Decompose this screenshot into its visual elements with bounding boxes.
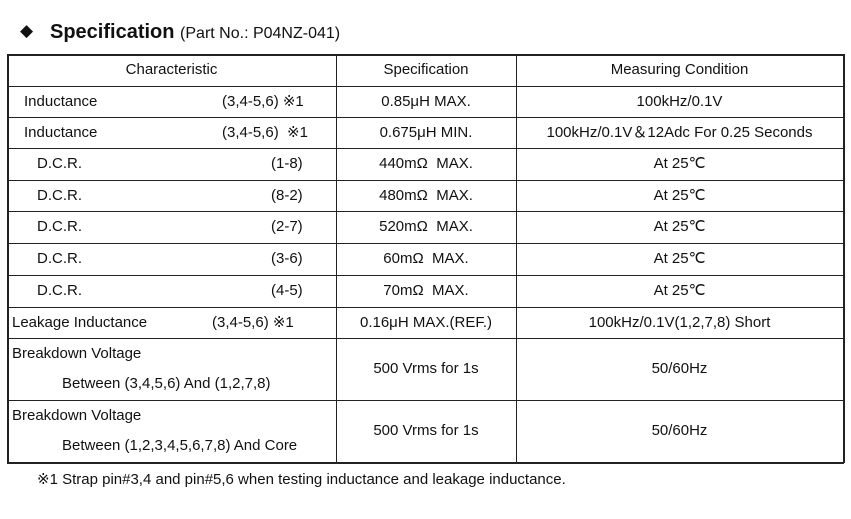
row-border [7, 243, 844, 244]
condition: At 25℃ [653, 155, 706, 172]
condition: At 25℃ [653, 218, 706, 235]
characteristic: Breakdown Voltage [12, 407, 142, 424]
pins: (3-6) [271, 250, 303, 267]
condition: 50/60Hz [651, 422, 708, 439]
characteristic: Inductance [24, 123, 98, 141]
header-cell: Characteristic [125, 61, 218, 78]
specification: 500 Vrms for 1s [373, 360, 479, 377]
bullet: ◆ [20, 21, 34, 40]
pins: Between (1,2,3,4,5,6,7,8) And Core [62, 437, 298, 454]
specification: 440mΩ MAX. [379, 155, 473, 172]
condition: 50/60Hz [651, 360, 708, 377]
condition: At 25℃ [653, 282, 706, 299]
specification: 520mΩ MAX. [379, 218, 473, 235]
row-border [7, 180, 844, 181]
condition: 100kHz/0.1V [636, 92, 723, 110]
specification: 0.16μH MAX.(REF.) [359, 313, 493, 331]
row-border [7, 275, 844, 276]
pins: (2-7) [271, 218, 303, 235]
heading: Specification (Part No.: P04NZ-041) [50, 20, 340, 46]
specification: 500 Vrms for 1s [373, 422, 479, 439]
part-number: (Part No.: P04NZ-041) [180, 25, 341, 42]
condition: At 25℃ [653, 186, 706, 204]
pins: (3,4-5,6) ※1 [212, 313, 294, 331]
pins: (3,4-5,6) ※1 [222, 92, 304, 110]
pins: (4-5) [271, 282, 303, 299]
row-border [7, 211, 844, 212]
characteristic: D.C.R. [37, 218, 82, 235]
row-border [7, 117, 844, 118]
characteristic: Leakage Inductance [12, 313, 148, 331]
characteristic: D.C.R. [37, 155, 82, 172]
pins: (8-2) [271, 186, 303, 204]
characteristic: Breakdown Voltage [12, 345, 142, 362]
heading-title: Specification [50, 21, 175, 43]
row-border [7, 462, 844, 464]
characteristic: Inductance [24, 92, 98, 110]
row-border [7, 400, 844, 401]
specification: 70mΩ MAX. [383, 282, 469, 299]
footnote: ※1 Strap pin#3,4 and pin#5,6 when testin… [37, 471, 566, 488]
row-border [7, 307, 844, 308]
condition: At 25℃ [653, 250, 706, 267]
characteristic: D.C.R. [37, 250, 82, 267]
characteristic: D.C.R. [37, 186, 82, 204]
column-border [7, 54, 9, 463]
pins: (3,4-5,6) ※1 [222, 123, 308, 141]
row-border [7, 86, 844, 87]
specification: 0.85μH MAX. [381, 92, 471, 110]
specification: 0.675μH MIN. [379, 123, 473, 141]
column-border [336, 54, 337, 463]
header-cell: Measuring Condition [610, 61, 749, 78]
condition: 100kHz/0.1V(1,2,7,8) Short [588, 313, 771, 331]
header-cell: Specification [383, 61, 469, 78]
column-border [516, 54, 517, 463]
pins: Between (3,4,5,6) And (1,2,7,8) [62, 375, 271, 392]
condition: 100kHz/0.1V＆12Adc For 0.25 Seconds [546, 123, 813, 141]
row-border [7, 338, 844, 339]
specification: 60mΩ MAX. [383, 250, 469, 267]
characteristic: D.C.R. [37, 282, 82, 299]
column-border [843, 54, 845, 463]
row-border [7, 54, 844, 56]
pins: (1-8) [271, 155, 303, 172]
row-border [7, 148, 844, 149]
specification: 480mΩ MAX. [379, 186, 473, 204]
